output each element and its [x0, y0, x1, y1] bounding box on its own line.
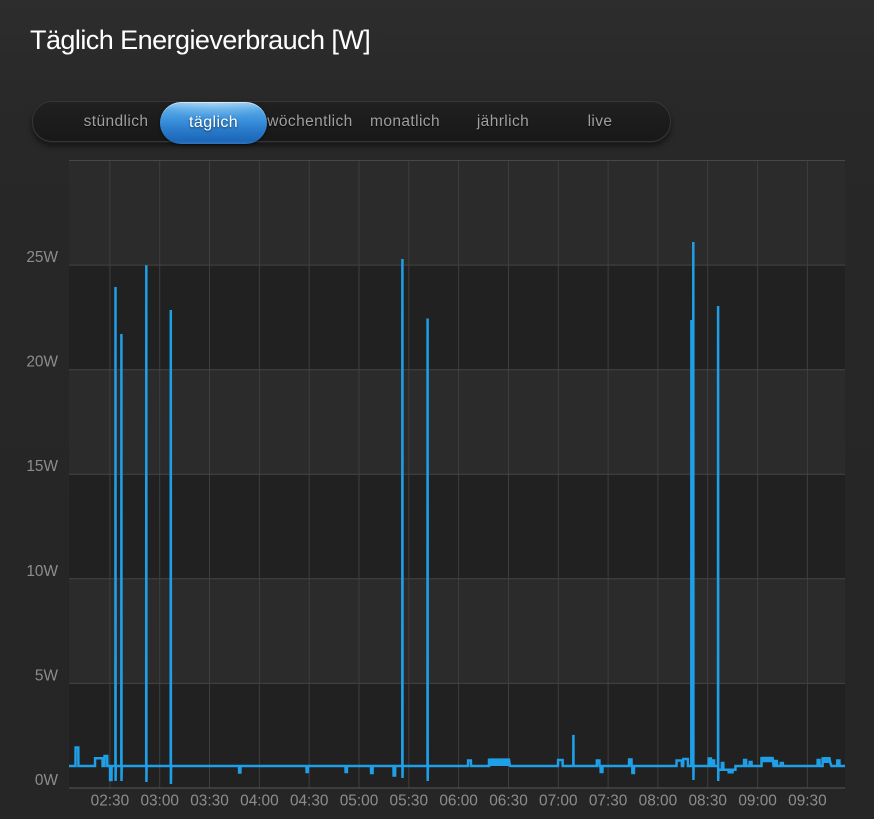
svg-text:03:00: 03:00	[140, 793, 179, 810]
svg-text:08:00: 08:00	[639, 793, 678, 810]
svg-text:08:30: 08:30	[688, 793, 727, 810]
svg-text:5W: 5W	[35, 667, 59, 684]
svg-text:09:30: 09:30	[788, 793, 827, 810]
svg-text:25W: 25W	[26, 249, 58, 266]
svg-text:06:00: 06:00	[439, 793, 478, 810]
svg-text:05:00: 05:00	[340, 793, 379, 810]
svg-text:06:30: 06:30	[489, 793, 528, 810]
svg-text:05:30: 05:30	[390, 793, 429, 810]
svg-text:07:00: 07:00	[539, 793, 578, 810]
svg-text:20W: 20W	[26, 354, 58, 371]
svg-text:09:00: 09:00	[738, 793, 777, 810]
svg-text:10W: 10W	[26, 563, 58, 580]
svg-text:15W: 15W	[26, 458, 58, 475]
svg-text:03:30: 03:30	[190, 793, 229, 810]
svg-text:04:30: 04:30	[290, 793, 329, 810]
svg-text:04:00: 04:00	[240, 793, 279, 810]
svg-text:07:30: 07:30	[589, 793, 628, 810]
svg-text:0W: 0W	[35, 772, 59, 789]
svg-text:02:30: 02:30	[91, 793, 130, 810]
